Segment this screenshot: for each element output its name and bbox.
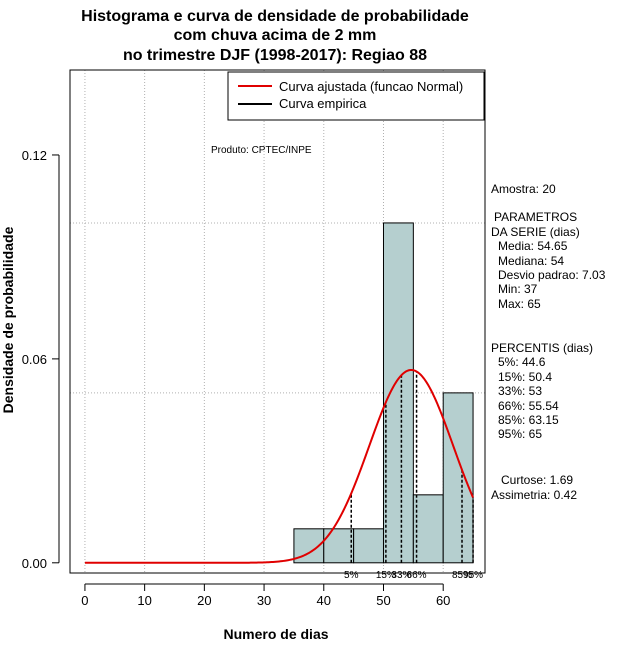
legend: Curva ajustada (funcao Normal) Curva emp… [227,71,485,121]
y-tick-label-2: 0.12 [22,148,47,163]
hist-bar-5 [442,392,474,564]
stat-assimetria: Assimetria: 0.42 [491,488,577,502]
hist-bar-3 [382,222,414,564]
x-tick-label-5: 50 [376,593,390,608]
x-axis-label: Numero de dias [223,626,328,642]
chart-title-line-3: no trimestre DJF (1998-2017): Regiao 88 [123,47,427,64]
hist-bar-2 [353,528,384,564]
stat-desvio: Desvio padrao: 7.03 [498,268,606,282]
percentile-label-2: 33% [391,570,411,581]
x-tick-label-6: 60 [436,593,450,608]
stat-params-header-2: DA SERIE (dias) [491,225,580,239]
stat-max: Max: 65 [498,297,541,311]
y-tick-label-1: 0.06 [22,352,47,367]
percentile-lines: 5% 15%33%66% 85%95% [344,371,483,581]
stat-curtose: Curtose: 1.69 [501,473,573,487]
stat-p5: 5%: 44.6 [498,355,546,369]
stat-p85: 85%: 63.15 [498,413,559,427]
x-tick-label-2: 20 [197,593,211,608]
normal-curve-path [84,368,474,564]
stat-p33: 33%: 53 [498,384,542,398]
x-axis: 0 10 20 30 40 50 60 [81,583,450,608]
chart-title-line-1: Histograma e curva de densidade de proba… [81,8,469,25]
stat-params-header-1: PARAMETROS [494,210,577,224]
stat-amostra: Amostra: 20 [491,182,556,196]
y-axis: 0.00 0.06 0.12 [22,148,60,571]
percentile-label-4: 85% [452,570,472,581]
plot-frame [69,69,486,574]
histogram-bars [293,222,474,564]
percentile-label-1: 15% [376,570,396,581]
legend-label-fitted: Curva ajustada (funcao Normal) [279,79,463,94]
stat-p66: 66%: 55.54 [498,399,559,413]
percentile-label-3: 66% [407,570,427,581]
fitted-curve [84,368,474,564]
chart-title-line-2: com chuva acima de 2 mm [174,27,377,44]
stat-percentis-header: PERCENTIS (dias) [491,341,593,355]
stat-p15: 15%: 50.4 [498,370,552,384]
y-axis-label: Densidade de probabilidade [0,226,16,413]
y-tick-label-0: 0.00 [22,556,47,571]
stat-min: Min: 37 [498,282,538,296]
grid [70,70,485,573]
stat-media: Media: 54.65 [498,239,568,253]
stat-p95: 95%: 65 [498,427,542,441]
stats-panel: Amostra: 20 PARAMETROS DA SERIE (dias) M… [491,182,606,502]
hist-bar-4 [412,494,444,564]
percentile-label-5: 95% [463,570,483,581]
percentile-label-0: 5% [344,570,359,581]
x-tick-label-3: 30 [257,593,271,608]
legend-label-empirical: Curva empirica [279,96,367,111]
x-tick-label-0: 0 [81,593,88,608]
legend-box [227,71,485,121]
product-annotation: Produto: CPTEC/INPE [211,145,312,156]
x-tick-label-1: 10 [137,593,151,608]
x-tick-label-4: 40 [317,593,331,608]
stat-mediana: Mediana: 54 [498,254,564,268]
